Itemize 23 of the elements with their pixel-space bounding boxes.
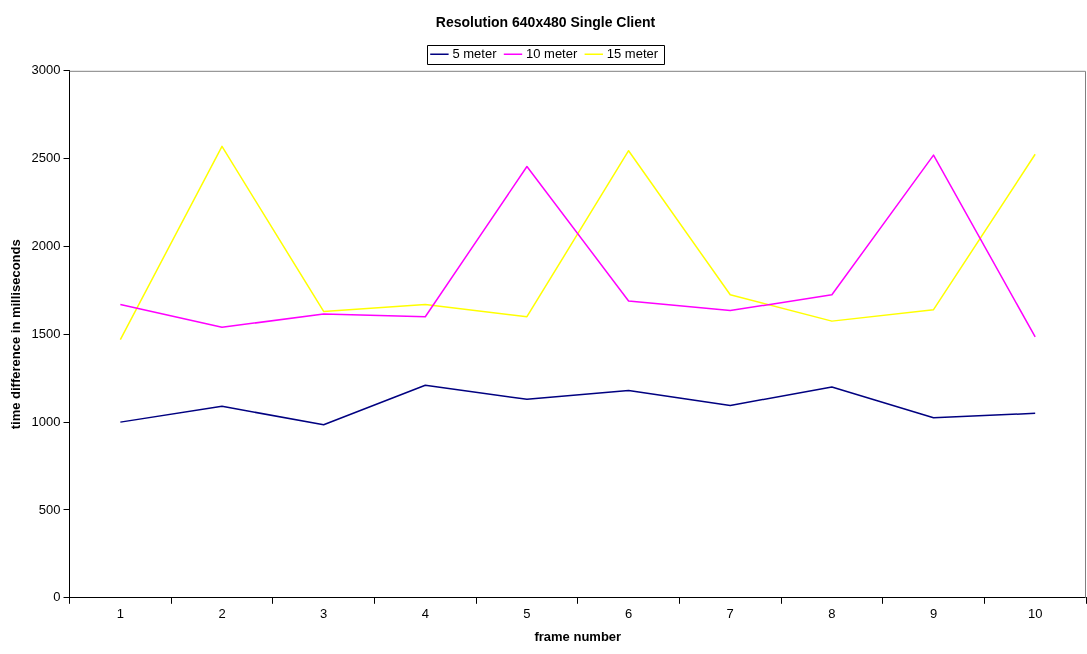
x-tick-label: 4 — [421, 606, 429, 622]
y-tick-label: 1000 — [31, 413, 61, 429]
x-tick-label: 2 — [218, 606, 226, 622]
x-axis-title: frame number — [534, 628, 622, 644]
y-tick-label: 2500 — [31, 150, 61, 166]
x-tick-label: 10 — [1027, 606, 1043, 622]
legend-label: 15 meter — [606, 45, 659, 61]
x-tick-label: 7 — [726, 606, 734, 622]
x-tick-label: 3 — [320, 606, 328, 622]
y-tick-label: 500 — [38, 501, 61, 517]
y-tick-label: 2000 — [31, 238, 61, 254]
x-tick-label: 8 — [828, 606, 836, 622]
x-tick-label: 6 — [624, 606, 633, 622]
chart-title: Resolution 640x480 Single Client — [435, 14, 656, 31]
legend-label: 5 meter — [452, 45, 498, 61]
y-tick-label: 0 — [53, 589, 61, 605]
legend-label: 10 meter — [525, 45, 578, 61]
x-tick-label: 9 — [929, 606, 938, 622]
y-tick-label: 1500 — [31, 325, 61, 341]
x-tick-label: 5 — [523, 606, 531, 622]
x-tick-label: 1 — [116, 606, 124, 622]
y-tick-label: 3000 — [31, 62, 61, 78]
y-axis-title: time difference in milliseconds — [8, 239, 24, 430]
